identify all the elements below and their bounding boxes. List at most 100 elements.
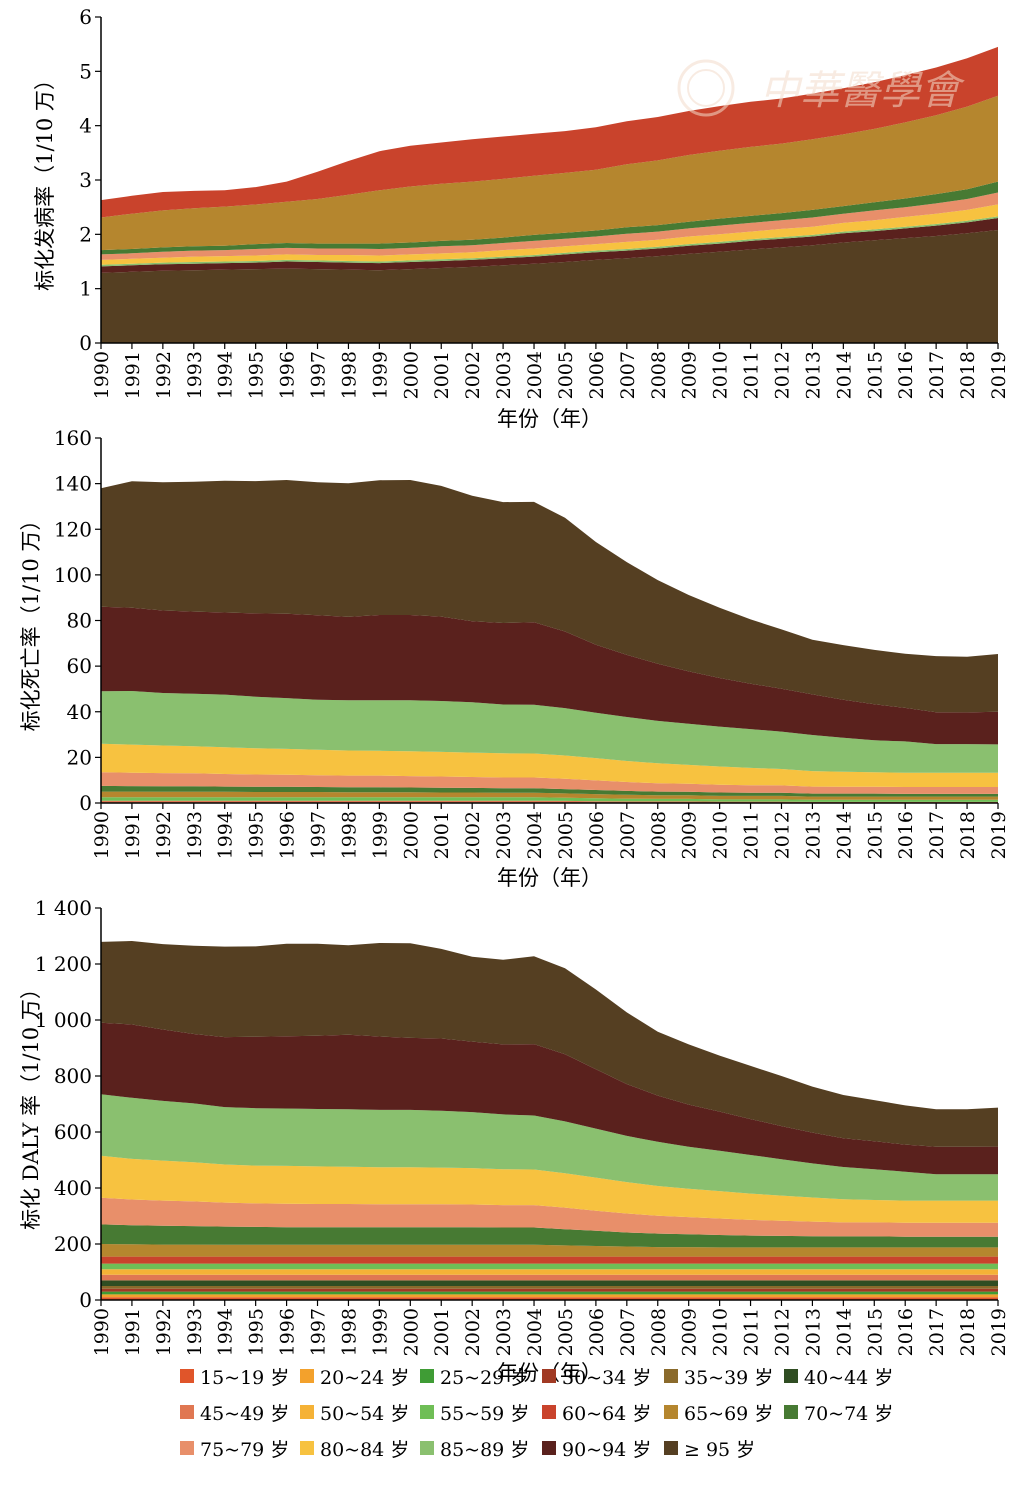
x-tick-label: 2019 <box>988 351 1010 399</box>
x-tick-label: 2017 <box>926 811 948 859</box>
area-series-65-69 <box>101 791 998 800</box>
area-series-80-84 <box>101 204 998 265</box>
area-series-55-59 <box>101 1263 998 1270</box>
legend-item: 80~84 岁 <box>300 1434 409 1462</box>
y-tick-label: 3 <box>79 168 92 192</box>
x-tick-label: 2007 <box>617 1308 639 1356</box>
y-tick-label: 1 <box>79 277 92 301</box>
y-tick-label: 120 <box>54 517 92 541</box>
x-tick-label: 2018 <box>957 811 979 859</box>
area-series-60-64 <box>101 46 998 218</box>
legend-item: 15~19 岁 <box>180 1362 289 1390</box>
x-tick-label: 2000 <box>400 1308 422 1356</box>
y-tick-label: 800 <box>54 1064 92 1088</box>
watermark-seal-inner-icon <box>687 69 725 107</box>
x-tick-label: 1991 <box>122 1308 144 1356</box>
x-tick-label: 2013 <box>802 811 824 859</box>
legend-item: 75~79 岁 <box>180 1434 289 1462</box>
area-series-95plus <box>101 941 998 1147</box>
x-tick-label: 2008 <box>648 1308 670 1356</box>
legend-label: 30~34 岁 <box>562 1366 652 1389</box>
legend-swatch <box>180 1369 194 1383</box>
legend-swatch <box>664 1405 678 1419</box>
legend-swatch <box>420 1369 434 1383</box>
legend-label: 80~84 岁 <box>320 1438 410 1461</box>
x-tick-label: 1995 <box>246 351 268 399</box>
y-tick-label: 100 <box>54 563 92 587</box>
x-tick-label: 1993 <box>184 351 206 399</box>
area-series-50-54 <box>101 1269 998 1275</box>
legend-swatch <box>664 1369 678 1383</box>
legend-item: 20~24 岁 <box>300 1362 409 1390</box>
y-tick-label: 6 <box>79 5 92 29</box>
x-tick-label: 2017 <box>926 1308 948 1356</box>
x-tick-label: 2016 <box>895 1308 917 1356</box>
x-tick-label: 2016 <box>895 351 917 399</box>
x-tick-label: 1990 <box>91 1308 113 1356</box>
x-tick-label: 1999 <box>369 1308 391 1356</box>
area-series-90-94 <box>101 1022 998 1175</box>
watermark: 中華醫學會 <box>677 59 965 117</box>
legend-label: 65~69 岁 <box>684 1402 774 1425</box>
x-tick-label: 2006 <box>586 1308 608 1356</box>
x-tick-label: 2011 <box>741 351 763 399</box>
x-tick-label: 2014 <box>833 351 855 399</box>
legend-item: 30~34 岁 <box>542 1362 651 1390</box>
legend-swatch <box>784 1405 798 1419</box>
legend-item: 60~64 岁 <box>542 1398 651 1426</box>
area-series-75-79 <box>101 1197 998 1237</box>
legend-label: 25~29 岁 <box>440 1366 530 1389</box>
x-tick-label: 2017 <box>926 351 948 399</box>
legend-swatch <box>180 1405 194 1419</box>
x-tick-label: 1993 <box>184 811 206 859</box>
legend-label: 50~54 岁 <box>320 1402 410 1425</box>
legend-swatch <box>542 1405 556 1419</box>
x-tick-label: 2001 <box>431 811 453 859</box>
x-tick-label: 1995 <box>246 811 268 859</box>
x-tick-label: 2008 <box>648 351 670 399</box>
area-series-65-69 <box>101 95 998 251</box>
area-series-70-74 <box>101 785 998 797</box>
x-tick-label: 2006 <box>586 351 608 399</box>
legend-item: 35~39 岁 <box>664 1362 773 1390</box>
y-tick-label: 60 <box>67 654 92 678</box>
legend-item: 50~54 岁 <box>300 1398 409 1426</box>
x-tick-label: 2009 <box>679 351 701 399</box>
x-tick-label: 1998 <box>338 351 360 399</box>
area-series-55-59 <box>101 797 998 802</box>
x-tick-label: 2014 <box>833 1308 855 1356</box>
x-tick-label: 1999 <box>369 351 391 399</box>
legend-label: 35~39 岁 <box>684 1366 774 1389</box>
y-tick-label: 40 <box>67 700 92 724</box>
x-tick-label: 2015 <box>864 351 886 399</box>
x-tick-label: 1997 <box>308 351 330 399</box>
x-tick-label: 1991 <box>122 811 144 859</box>
x-tick-label: 1997 <box>308 1308 330 1356</box>
x-tick-label: 2018 <box>957 351 979 399</box>
x-tick-label: 2004 <box>524 351 546 399</box>
x-tick-label: 2000 <box>400 811 422 859</box>
y-tick-label: 0 <box>79 1288 92 1312</box>
x-tick-label: 2011 <box>741 1308 763 1356</box>
x-tick-label: 2004 <box>524 811 546 859</box>
area-series-70-74 <box>101 1224 998 1248</box>
legend-item: 85~89 岁 <box>420 1434 529 1462</box>
y-axis-title: 标化死亡率（1/10 万） <box>19 510 43 732</box>
legend-swatch <box>542 1369 556 1383</box>
x-tick-label: 1993 <box>184 1308 206 1356</box>
area-series-30-34 <box>101 1288 998 1292</box>
x-tick-label: 2019 <box>988 811 1010 859</box>
x-tick-label: 1994 <box>215 351 237 399</box>
chart-panel-2: 0 20 40 60 80 100 120 140 160 1990 1991 1992 1993 199… <box>19 426 1010 890</box>
x-tick-label: 2002 <box>462 351 484 399</box>
chart-panel-3: 0 200 400 600 800 1 000 1 200 1 400 1990 1991 1992… <box>19 896 1010 1385</box>
legend-label: 70~74 岁 <box>804 1402 894 1425</box>
area-series-90-94 <box>101 218 998 273</box>
x-tick-label: 2005 <box>555 351 577 399</box>
legend-swatch <box>420 1405 434 1419</box>
x-tick-label: 2005 <box>555 811 577 859</box>
area-series-25-29 <box>101 1291 998 1295</box>
watermark-seal-icon <box>677 59 735 117</box>
